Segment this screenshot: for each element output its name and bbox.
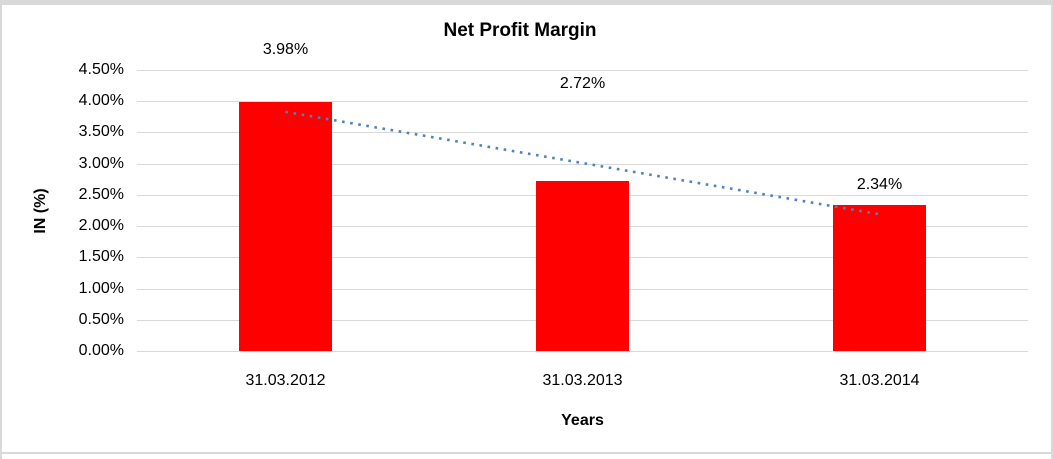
frame-border-bottom	[0, 452, 1053, 454]
gridline	[137, 163, 1028, 165]
bar-data-label: 2.34%	[856, 176, 903, 193]
y-tick-label: 3.00%	[78, 154, 124, 172]
x-tick-label: 31.03.2014	[839, 372, 920, 389]
y-tick-label: 2.50%	[78, 185, 124, 203]
bar-31.03.2012	[239, 102, 332, 351]
bar-data-label: 3.98%	[262, 41, 309, 58]
gridline	[137, 351, 1028, 352]
y-tick-label: 2.00%	[78, 217, 124, 235]
gridline	[137, 132, 1028, 134]
y-tick-label: 0.50%	[78, 310, 124, 328]
y-tick-label: 1.00%	[78, 279, 124, 297]
bar-31.03.2013	[536, 181, 629, 351]
gridline	[137, 70, 1028, 71]
x-axis-title: Years	[561, 412, 604, 429]
bar-data-label: 2.72%	[559, 75, 606, 92]
gridline	[137, 101, 1028, 103]
y-tick-label: 4.50%	[78, 61, 124, 78]
trendline	[285, 110, 880, 216]
y-tick-label: 4.00%	[78, 92, 124, 110]
frame-border-left	[0, 0, 2, 459]
y-tick-label: 0.00%	[78, 342, 124, 359]
bar-31.03.2014	[833, 204, 926, 351]
y-tick-label: 3.50%	[78, 123, 124, 141]
chart-title: Net Profit Margin	[443, 20, 597, 41]
frame-border-right	[1051, 0, 1053, 459]
plot-area	[137, 70, 1028, 352]
x-tick-label: 31.03.2012	[245, 372, 326, 389]
x-tick-label: 31.03.2013	[542, 372, 623, 389]
trendline-line	[285, 110, 880, 216]
frame-border-top	[0, 0, 1053, 5]
y-tick-label: 1.50%	[78, 248, 124, 266]
